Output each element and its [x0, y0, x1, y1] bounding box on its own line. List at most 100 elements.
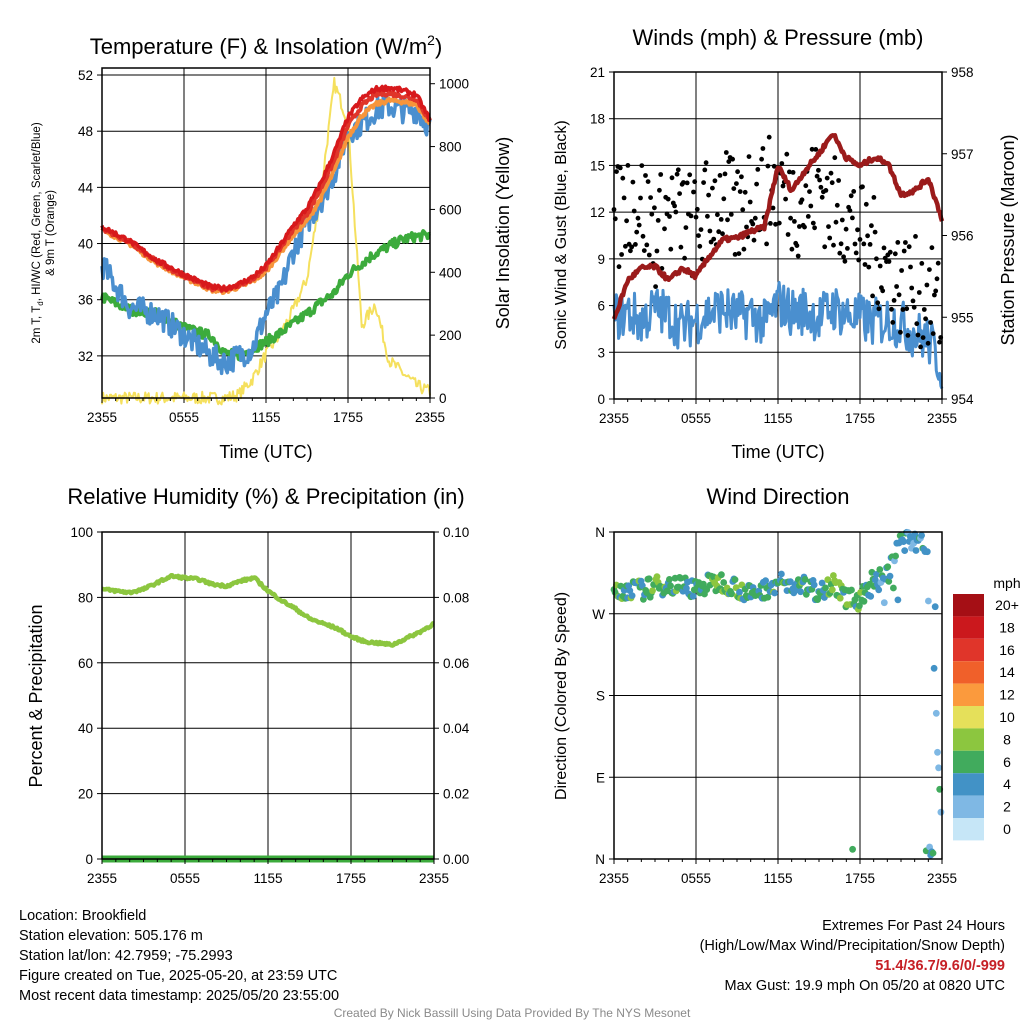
humidity-xtick-label: 1155: [253, 871, 282, 886]
speed-legend-swatch: [953, 661, 984, 684]
temperature-xtick-label: 2355: [87, 410, 117, 425]
gust-point: [812, 225, 817, 231]
direction-point: [860, 597, 868, 605]
direction-point: [892, 552, 899, 560]
gust-point: [914, 321, 920, 327]
gust-point: [634, 229, 640, 235]
gust-point: [855, 227, 860, 233]
gust-point: [765, 163, 771, 169]
direction-xtick-label: 1755: [845, 871, 875, 886]
direction-ytick-label: N: [595, 852, 605, 867]
gust-point: [816, 167, 821, 173]
gust-point: [766, 134, 772, 140]
temp-line: [100, 84, 432, 293]
humidity-ytick-label: 0: [85, 852, 93, 867]
gust-point: [847, 208, 853, 214]
gust-point: [915, 332, 921, 338]
pressure-y2tick-label: 958: [951, 65, 974, 80]
direction-point: [930, 664, 938, 672]
gust-point: [718, 217, 724, 222]
direction-point: [925, 597, 932, 605]
gust-point: [725, 217, 730, 223]
gust-point: [655, 218, 661, 223]
gust-point: [886, 259, 892, 264]
temperature-ytick-label: 44: [78, 180, 94, 195]
gust-point: [764, 241, 769, 247]
gust-point: [935, 260, 941, 266]
gust-point: [911, 304, 917, 310]
gust-point: [684, 180, 690, 186]
gust-point: [641, 248, 647, 254]
insolation-line: [101, 76, 431, 406]
direction-panel-title: Wind Direction: [706, 484, 849, 509]
direction-point: [689, 592, 697, 600]
gust-point: [920, 335, 926, 340]
gust-point: [696, 233, 701, 239]
gust-point: [739, 174, 744, 180]
insolation-y2tick-label: 400: [439, 265, 462, 280]
gust-point: [638, 195, 643, 201]
gust-point: [770, 205, 776, 211]
temperature-ylabel-line2: & 9m T (Orange): [45, 190, 57, 276]
humidity-panel: Relative Humidity (%) & Precipitation (i…: [26, 484, 470, 886]
gust-point: [826, 224, 831, 230]
gust-point: [776, 220, 782, 226]
gust-point: [711, 236, 717, 242]
gust-point: [929, 245, 935, 251]
speed-legend-label: 16: [999, 642, 1015, 658]
gust-point: [712, 178, 718, 184]
speed-legend-label: 20+: [995, 597, 1019, 613]
gust-point: [693, 214, 699, 220]
direction-point: [718, 571, 725, 579]
gust-point: [683, 225, 689, 231]
gust-point: [930, 331, 936, 336]
direction-ytick-label: E: [596, 770, 605, 785]
extremes-values: 51.4/36.7/9.6/0/-999: [875, 958, 1005, 974]
gust-point: [628, 248, 633, 254]
direction-point: [638, 582, 646, 589]
station-elevation: Station elevation: 505.176 m: [19, 928, 203, 944]
gust-point: [669, 175, 675, 181]
speed-legend-swatch: [953, 706, 984, 729]
gust-point: [645, 179, 651, 185]
gust-point: [829, 180, 835, 186]
gust-point: [865, 233, 870, 239]
gust-point: [860, 184, 865, 190]
gust-point: [862, 262, 868, 267]
direction-point: [824, 576, 832, 584]
direction-point: [876, 566, 884, 573]
direction-xtick-label: 2355: [927, 871, 957, 886]
temperature-ylabel: 2m T, Td, HI/WC (Red, Green, Scarlet/Blu…: [31, 122, 45, 343]
gust-point: [665, 196, 671, 202]
precipitation-y2tick-label: 0.06: [443, 656, 469, 671]
direction-point: [894, 596, 902, 604]
speed-legend-swatch: [953, 683, 984, 706]
gust-point: [789, 246, 795, 252]
temperature-ytick-label: 48: [78, 124, 93, 139]
gust-point: [817, 177, 822, 183]
gust-point: [654, 248, 660, 254]
direction-point: [797, 588, 804, 596]
extremes-title: Extremes For Past 24 Hours: [822, 918, 1005, 934]
winds-xlabel: Time (UTC): [731, 442, 824, 462]
precipitation-y2tick-label: 0.00: [443, 852, 469, 867]
direction-point: [731, 576, 739, 583]
direction-ytick-label: W: [592, 607, 605, 622]
gust-point: [616, 264, 622, 270]
direction-point: [830, 572, 837, 579]
dewpoint-line: [100, 229, 431, 362]
gust-point: [856, 257, 862, 263]
humidity-line: [100, 573, 436, 648]
station-latlon: Station lat/lon: 42.7959; -75.2993: [19, 948, 233, 964]
gust-point: [848, 193, 854, 199]
gust-point: [908, 264, 913, 270]
gust-point: [901, 248, 907, 254]
gust-point: [909, 285, 915, 291]
winds-ytick-label: 21: [590, 65, 605, 80]
gust-point: [653, 284, 658, 289]
speed-legend-label: 12: [999, 687, 1015, 703]
station-location: Location: Brookfield: [19, 908, 147, 924]
temperature-xlabel: Time (UTC): [219, 442, 312, 462]
speed-legend-label: 4: [1003, 776, 1011, 792]
gust-point: [703, 160, 709, 166]
